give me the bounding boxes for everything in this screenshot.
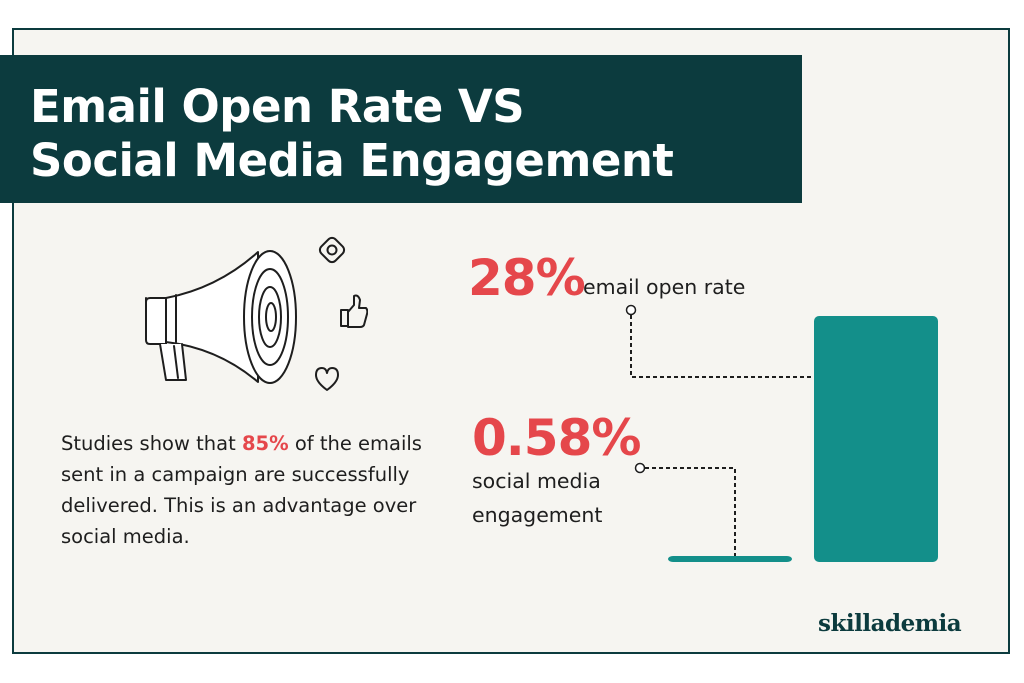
bar-social-media-engagement [668,556,792,562]
megaphone-icon [145,250,297,384]
instagram-icon [318,236,346,264]
logo: skillademia [818,610,962,637]
title-line-1: Email Open Rate VS [30,80,525,133]
body-highlight: 85% [241,432,289,455]
bars [668,316,938,562]
social-caption-line-1: social media [472,469,601,493]
bar-email-open-rate [814,316,938,562]
social-connector-line [645,467,736,556]
social-value-label: 0.58% [472,409,641,467]
megaphone-illustration [145,236,368,391]
page-title: Email Open Rate VS Social Media Engageme… [30,80,674,188]
title-line-2: Social Media Engagement [30,134,674,187]
body-text-before: Studies show that [61,432,242,455]
social-caption-line-2: engagement [472,503,603,527]
title-banner [0,55,802,203]
email-value-label: 28% [468,249,586,307]
email-connector-line [630,315,814,378]
social-connector-dot [634,462,646,474]
thumbs-up-icon [340,294,368,328]
email-connector-dot [625,304,637,316]
connector-lines [625,304,814,556]
heart-icon [315,367,339,391]
body-text-after: of the emails sent in a campaign are suc… [61,432,422,548]
body-text: Studies show that 85% of the emails sent… [61,428,441,552]
email-caption: email open rate [583,275,746,299]
